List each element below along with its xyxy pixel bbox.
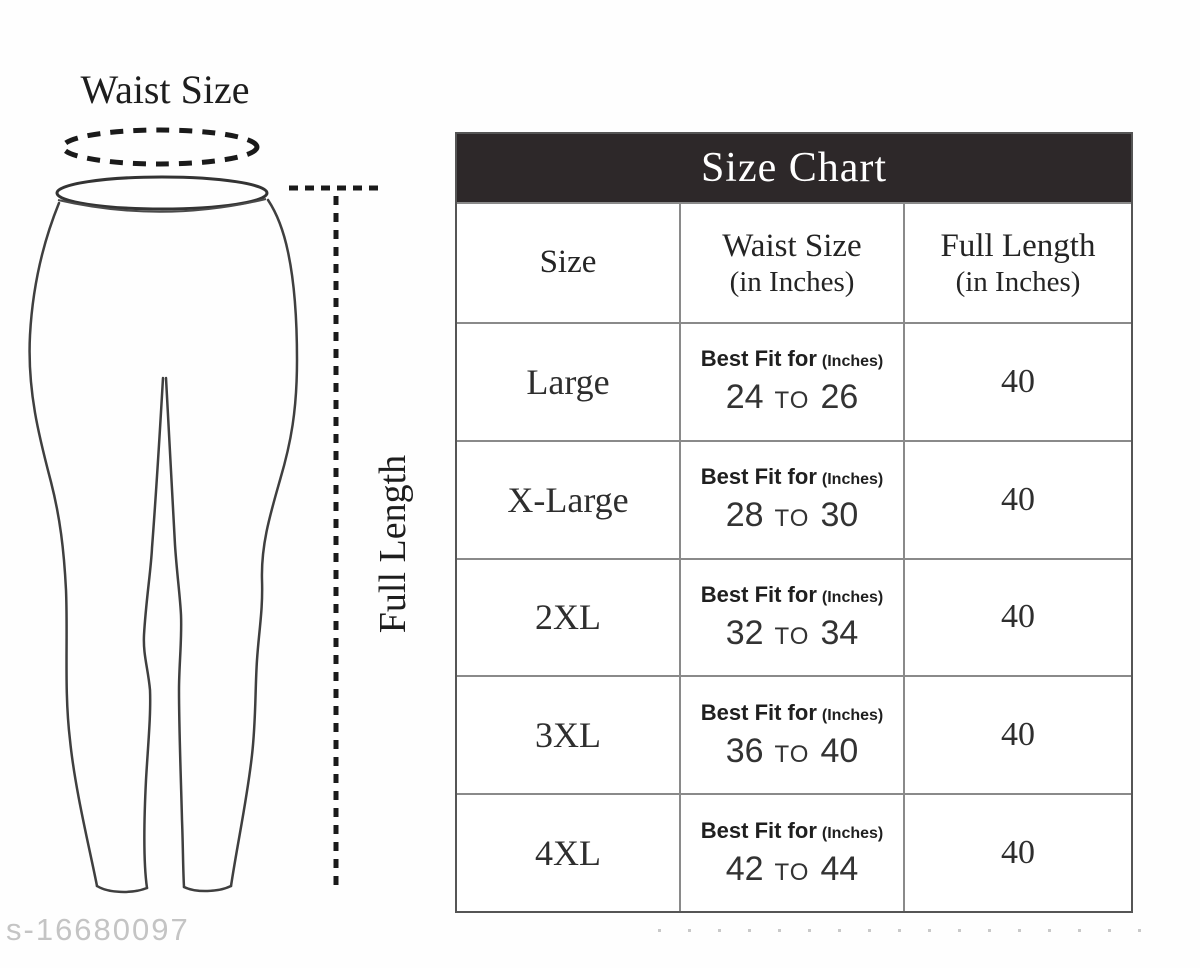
length-cell: 40 [905,793,1131,911]
size-value: Large [526,361,610,402]
length-value: 40 [1001,716,1035,754]
header-label: Full Length [940,227,1096,264]
leggings-right-inner [164,376,186,889]
best-fit-label: Best Fit for (Inches) [700,699,884,725]
size-cell: 4XL [457,793,681,911]
table-row: X-Large Best Fit for (Inches) 28 TO 30 40 [457,439,1131,558]
inches-unit: (Inches) [821,353,884,371]
length-value: 40 [1001,834,1035,872]
waist-cell: Best Fit for (Inches) 36 TO 40 [681,675,905,794]
watermark-dots [658,929,1150,932]
watermark-text: s-16680097 [6,912,190,947]
to-label: TO [774,858,810,886]
waist-range: 32 TO 34 [725,613,859,652]
waist-range: 42 TO 44 [725,849,859,888]
inches-unit: (Inches) [821,824,884,842]
leggings-diagram [28,127,384,894]
size-value: 3XL [535,715,601,756]
header-sublabel: (in Inches) [729,266,855,299]
waist-cell: Best Fit for (Inches) 42 TO 44 [681,793,905,911]
header-sublabel: (in Inches) [955,266,1081,299]
best-fit-label: Best Fit for (Inches) [700,581,884,607]
best-fit-label: Best Fit for (Inches) [700,346,884,372]
table-row: Large Best Fit for (Inches) 24 TO 26 40 [457,322,1131,440]
size-cell: 2XL [457,557,681,676]
length-cell: 40 [905,557,1131,676]
size-cell: X-Large [457,439,681,558]
size-value: 4XL [535,833,601,874]
size-cell: Large [457,322,681,440]
leggings-left-hem [95,884,149,894]
table-row: 2XL Best Fit for (Inches) 32 TO 34 40 [457,557,1131,676]
best-fit-label: Best Fit for (Inches) [700,817,884,843]
to-label: TO [774,622,810,650]
length-cell: 40 [905,322,1131,440]
size-value: 2XL [535,597,601,638]
leggings-right-outer [229,198,299,888]
header-label: Waist Size [722,227,862,264]
length-value: 40 [1001,598,1035,636]
inches-unit: (Inches) [821,588,884,606]
full-length-label: Full Length [372,454,414,634]
size-value: X-Large [507,479,629,520]
leggings-left-inner [142,376,165,890]
to-label: TO [774,505,810,533]
inches-unit: (Inches) [821,706,884,724]
table-row: 3XL Best Fit for (Inches) 36 TO 40 40 [457,675,1131,794]
header-cell-length: Full Length (in Inches) [905,202,1131,322]
waist-cell: Best Fit for (Inches) 28 TO 30 [681,439,905,558]
header-cell-waist: Waist Size (in Inches) [681,202,905,322]
inches-unit: (Inches) [821,471,884,489]
length-value: 40 [1001,480,1035,518]
waist-measure-ellipse-icon [60,127,260,167]
waist-range: 24 TO 26 [725,378,859,417]
leggings-right-hem [182,884,233,893]
waistband-top [55,175,269,211]
header-cell-size: Size [457,202,681,322]
to-label: TO [774,387,810,415]
best-fit-label: Best Fit for (Inches) [700,464,884,490]
size-chart-table: Size Chart Size Waist Size (in Inches) F… [455,132,1133,913]
header-label: Size [539,244,597,281]
waist-cell: Best Fit for (Inches) 24 TO 26 [681,322,905,440]
table-title: Size Chart [457,134,1131,202]
size-cell: 3XL [457,675,681,794]
length-value: 40 [1001,362,1035,400]
length-cell: 40 [905,675,1131,793]
waist-range: 36 TO 40 [725,731,859,770]
table-row: 4XL Best Fit for (Inches) 42 TO 44 40 [457,793,1131,911]
waistband-bottom [57,198,267,213]
waist-size-label: Waist Size [80,67,250,112]
waist-cell: Best Fit for (Inches) 32 TO 34 [681,557,905,676]
leggings-left-outer [28,201,99,888]
table-header-row: Size Waist Size (in Inches) Full Length … [457,202,1131,322]
waist-range: 28 TO 30 [725,496,859,535]
length-cell: 40 [905,439,1131,558]
to-label: TO [774,740,810,768]
